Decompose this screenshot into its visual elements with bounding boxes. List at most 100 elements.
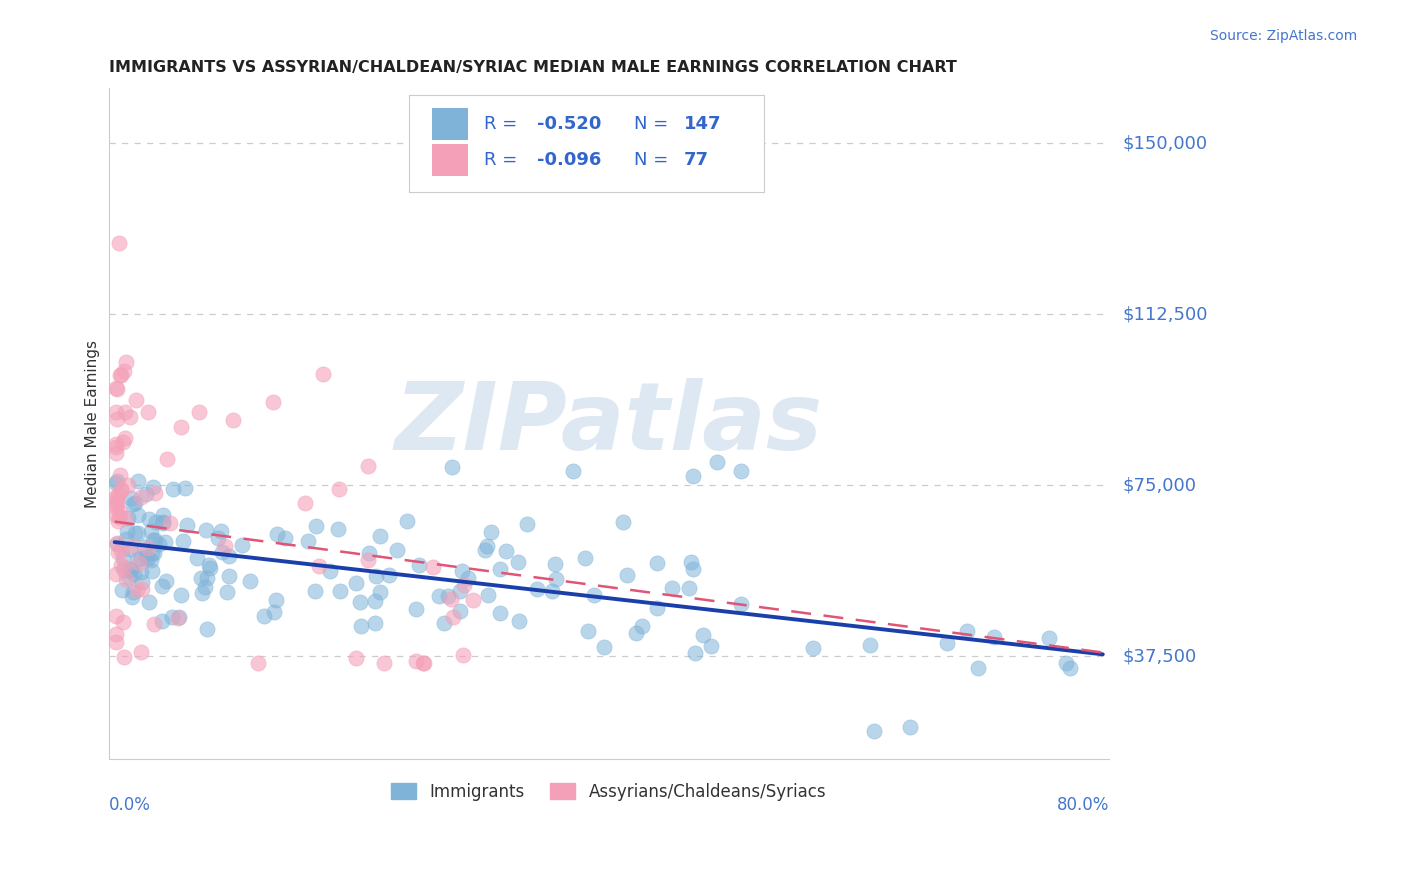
Point: [488, 562, 510, 576]
Point: [105, 497, 128, 511]
Text: $75,000: $75,000: [1123, 476, 1197, 494]
Point: [408, 558, 430, 572]
Point: [104, 498, 127, 512]
Point: [127, 475, 149, 489]
Point: [218, 569, 240, 583]
Text: ZIPatlas: ZIPatlas: [395, 377, 823, 469]
FancyBboxPatch shape: [409, 95, 763, 192]
Point: [526, 582, 548, 596]
Point: [141, 564, 163, 578]
Point: [413, 656, 436, 670]
Point: [451, 564, 474, 578]
Point: [117, 478, 139, 492]
Point: [612, 515, 634, 529]
Point: [170, 588, 193, 602]
Point: [132, 540, 155, 554]
Point: [114, 511, 136, 525]
Point: [145, 515, 167, 529]
Point: [304, 584, 326, 599]
Point: [474, 542, 496, 557]
Point: [121, 540, 143, 554]
Point: [125, 583, 148, 598]
Point: [304, 519, 326, 533]
Point: [294, 496, 316, 510]
Point: [143, 486, 166, 500]
Point: [516, 516, 538, 531]
Point: [274, 531, 297, 545]
Point: [112, 650, 135, 665]
Point: [150, 578, 173, 592]
Point: [117, 511, 139, 525]
Point: [120, 409, 142, 424]
Point: [967, 660, 990, 674]
Point: [160, 610, 183, 624]
FancyBboxPatch shape: [432, 144, 468, 176]
Point: [863, 724, 886, 739]
Point: [616, 567, 638, 582]
Point: [540, 583, 562, 598]
Point: [143, 533, 166, 548]
Point: [252, 608, 274, 623]
Point: [319, 564, 342, 578]
Point: [190, 571, 212, 585]
Point: [138, 512, 160, 526]
Point: [122, 566, 145, 581]
Point: [506, 555, 529, 569]
Text: -0.520: -0.520: [537, 115, 602, 133]
Point: [544, 557, 567, 571]
Point: [935, 636, 957, 650]
Point: [131, 575, 153, 590]
Point: [141, 553, 163, 567]
Point: [405, 601, 427, 615]
Point: [104, 508, 127, 523]
Point: [574, 551, 596, 566]
Point: [120, 491, 142, 506]
Point: [349, 618, 371, 632]
Point: [593, 640, 616, 654]
Point: [129, 566, 152, 580]
Point: [956, 624, 979, 638]
Point: [172, 533, 194, 548]
Point: [131, 491, 153, 505]
Point: [477, 588, 499, 602]
Point: [110, 505, 132, 519]
Point: [449, 584, 471, 599]
Point: [110, 558, 132, 573]
Point: [176, 517, 198, 532]
Point: [422, 560, 444, 574]
Point: [156, 452, 179, 467]
Point: [297, 533, 319, 548]
Point: [138, 595, 160, 609]
Point: [489, 607, 512, 621]
Point: [104, 381, 127, 395]
Point: [308, 558, 330, 573]
Point: [366, 569, 388, 583]
Point: [107, 487, 129, 501]
Point: [647, 556, 669, 570]
Text: 147: 147: [683, 115, 721, 133]
Point: [730, 464, 752, 478]
Text: 0.0%: 0.0%: [108, 796, 150, 814]
Point: [112, 615, 135, 629]
Point: [451, 648, 474, 663]
Point: [1059, 660, 1081, 674]
Point: [110, 468, 132, 483]
Point: [105, 491, 128, 505]
Point: [174, 481, 197, 495]
Point: [266, 526, 288, 541]
Point: [1038, 632, 1060, 646]
Point: [364, 594, 387, 608]
Point: [264, 592, 287, 607]
Point: [105, 383, 128, 397]
Point: [576, 624, 599, 638]
Point: [198, 558, 221, 573]
Y-axis label: Median Male Earnings: Median Male Earnings: [86, 340, 100, 508]
Point: [142, 546, 165, 560]
Point: [104, 635, 127, 649]
Point: [359, 546, 381, 560]
Point: [104, 626, 127, 640]
Point: [188, 405, 211, 419]
Point: [142, 480, 165, 494]
Text: $150,000: $150,000: [1123, 134, 1208, 152]
Point: [115, 572, 138, 586]
